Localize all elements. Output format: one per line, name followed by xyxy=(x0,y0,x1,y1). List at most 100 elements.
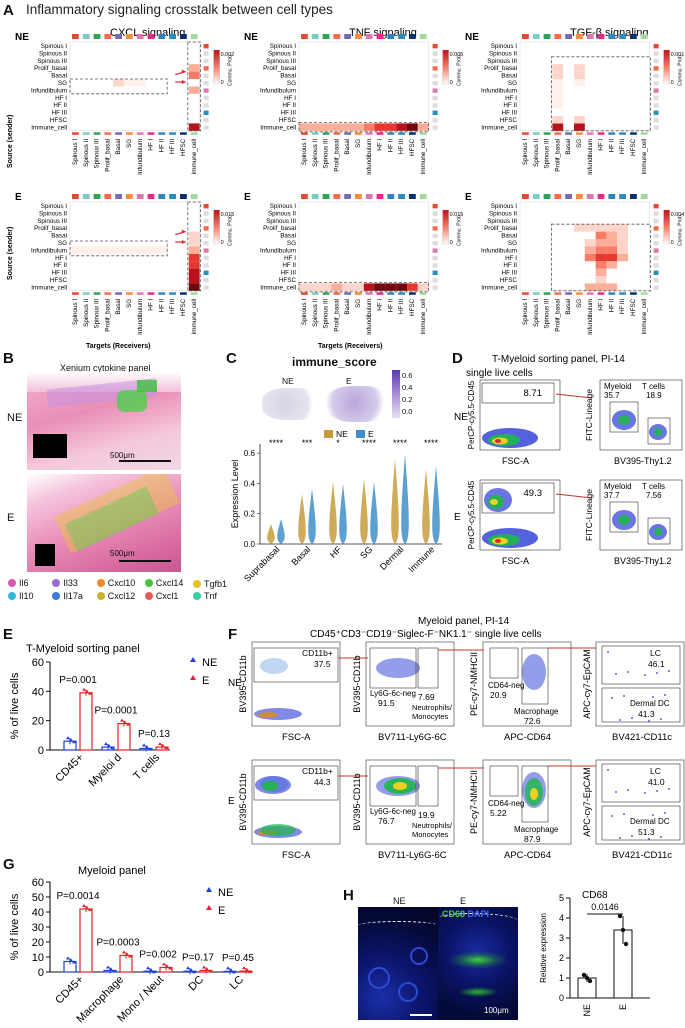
legend-colorbar xyxy=(663,49,670,85)
data-point xyxy=(248,970,252,974)
heatmap-cell xyxy=(552,116,564,124)
row-label: HFSC xyxy=(500,117,518,124)
panel-a-title: Inflammatory signaling crosstalk between… xyxy=(26,2,333,17)
top-bar xyxy=(333,194,341,199)
bottom-bar xyxy=(82,132,90,135)
bottom-bar xyxy=(333,132,341,135)
heatmap-cell xyxy=(353,123,364,131)
row-label: Basal xyxy=(51,73,67,80)
side-bar xyxy=(653,263,659,268)
y-tick-label: 0.0 xyxy=(244,540,256,549)
bottom-bar xyxy=(72,132,79,135)
col-label: Infundibulum xyxy=(137,299,144,335)
flow-density xyxy=(618,515,630,525)
legend-e-marker xyxy=(190,675,196,680)
flow-gate-cd11b xyxy=(253,765,339,801)
flow-t-label: T cells xyxy=(642,482,665,491)
flow-f-x3: APC-CD64 xyxy=(504,850,551,861)
data-point xyxy=(104,742,108,746)
xenium-ne-label: NE xyxy=(7,412,23,424)
top-bar xyxy=(126,34,133,39)
heatmap-cell xyxy=(188,239,200,247)
bar-category: DC xyxy=(186,974,206,994)
flow-d-group: E xyxy=(454,512,461,523)
y-tick-label: 0.6 xyxy=(244,449,256,458)
row-label: Spinous I xyxy=(41,43,68,50)
flow-density xyxy=(530,788,538,800)
side-bar xyxy=(203,278,209,283)
row-label: Prolif_basal xyxy=(484,225,517,232)
flow-gate-t xyxy=(647,517,671,545)
top-bar xyxy=(543,194,551,199)
flow-dot xyxy=(623,695,625,697)
flow-y1: PerCP-cy5.5-CD45 xyxy=(467,380,476,449)
legend-cxcl14: Cxcl14 xyxy=(144,578,193,588)
flow-f-y3: PE-cy7-NMHCII xyxy=(469,770,479,834)
legend-il6: Il6 xyxy=(8,578,52,588)
y-tick-label: 60 xyxy=(32,877,44,889)
col-label: Spinous II xyxy=(312,299,319,327)
flow-gate-myeloid xyxy=(609,401,639,433)
flow-density xyxy=(258,712,278,718)
heatmap-cell xyxy=(91,246,103,254)
flow-f-x2: BV711-Ly6G-6C xyxy=(378,850,447,861)
side-bar xyxy=(653,88,659,93)
row-label: HF I xyxy=(55,255,67,262)
bottom-bar xyxy=(630,292,637,295)
row-label: SG xyxy=(508,80,517,87)
side-bar xyxy=(653,110,659,115)
row-label: Immune_cell xyxy=(481,124,517,131)
data-point xyxy=(146,966,150,970)
side-bar xyxy=(432,255,438,261)
flow-dot xyxy=(619,837,621,839)
heatmap-cell xyxy=(102,246,114,254)
bottom-bar xyxy=(532,132,540,135)
legend-zero: 0 xyxy=(671,80,674,86)
flow-dot xyxy=(664,694,666,696)
data-point xyxy=(620,927,626,933)
col-label: Basal xyxy=(115,299,122,315)
flow-f: Myeloid panel, PI-14 CD45⁺CD3⁻CD19⁻Siglec… xyxy=(228,616,685,861)
top-bar xyxy=(554,194,562,199)
data-point xyxy=(82,904,86,907)
flow-dot xyxy=(611,697,613,699)
flow-lc-val: 46.1 xyxy=(648,659,665,669)
panel-label-b: B xyxy=(3,350,14,367)
heatmap-cell xyxy=(574,64,585,72)
flow-f-x2: BV711-Ly6G-6C xyxy=(378,732,447,743)
side-bar xyxy=(432,118,438,123)
bar-title: T-Myeloid sorting panel xyxy=(26,643,140,655)
side-bar xyxy=(653,66,659,71)
data-point xyxy=(109,967,113,971)
flow-density xyxy=(495,539,501,543)
heatmap-cell xyxy=(363,283,375,291)
data-point xyxy=(66,956,70,960)
violin-0 xyxy=(298,494,306,544)
row-label: Basal xyxy=(280,73,296,80)
flow-arrow xyxy=(555,493,593,499)
umap-colorbar xyxy=(392,370,400,418)
col-label: HFSC xyxy=(630,138,637,156)
data-point xyxy=(82,687,86,691)
significance: *** xyxy=(302,438,313,448)
bar-ylabel: % of live cells xyxy=(9,893,21,960)
flow-density xyxy=(618,415,630,425)
top-bar xyxy=(630,34,637,39)
bottom-bar xyxy=(409,132,416,135)
heatmap-cell xyxy=(595,246,607,254)
bottom-bar xyxy=(115,292,122,295)
top-bar xyxy=(586,34,594,39)
col-label: Prolif_basal xyxy=(333,139,340,172)
row-label: HF I xyxy=(284,255,296,262)
heatmap-cell xyxy=(113,246,124,254)
flow-f-plot-1 xyxy=(365,759,455,845)
top-bar xyxy=(376,194,384,199)
flow-f-y4: APC-cy7-EpCAM xyxy=(582,649,592,719)
col-label: SG xyxy=(126,299,133,308)
heatmap-cell xyxy=(584,224,596,232)
flow-f-y2: BV395-CD11b xyxy=(352,655,362,712)
flow-d-title: T-Myeloid sorting panel, PI-14 xyxy=(492,354,625,365)
col-label: Spinous III xyxy=(94,299,101,329)
col-label: HF I xyxy=(377,299,384,311)
